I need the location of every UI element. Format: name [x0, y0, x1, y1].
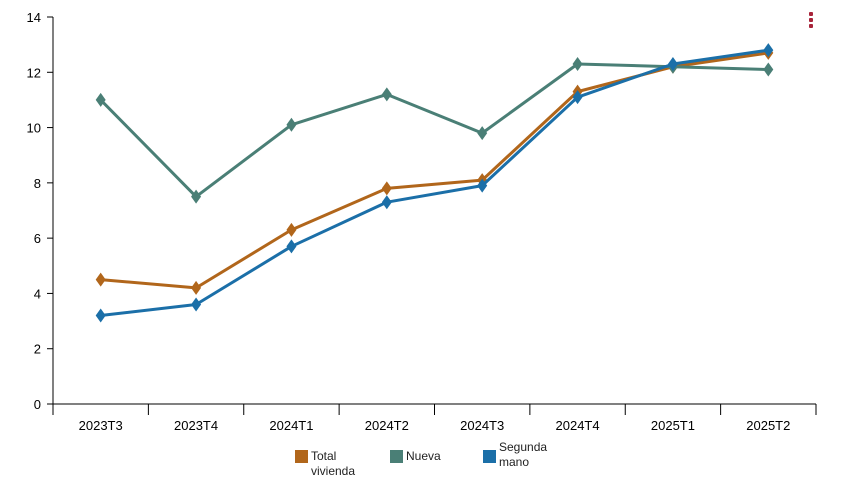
legend-swatch [390, 450, 403, 463]
x-tick-label: 2024T1 [269, 418, 313, 433]
legend-item-total-vivienda[interactable]: Total vivienda [295, 440, 355, 479]
data-point-marker [572, 90, 583, 105]
x-tick-label: 2024T3 [460, 418, 504, 433]
menu-dot [809, 18, 813, 22]
x-tick-label: 2023T4 [174, 418, 218, 433]
chart-menu-icon[interactable] [804, 10, 818, 30]
data-point-marker [572, 56, 583, 71]
y-tick-label: 12 [27, 65, 41, 80]
legend-item-nueva[interactable]: Nueva [390, 440, 441, 464]
x-tick-label: 2024T2 [365, 418, 409, 433]
data-point-marker [95, 308, 106, 323]
data-point-marker [477, 178, 488, 193]
data-point-marker [667, 56, 678, 71]
y-tick-label: 6 [34, 231, 41, 246]
menu-dot [809, 24, 813, 28]
data-point-marker [286, 117, 297, 132]
data-point-marker [191, 297, 202, 312]
data-point-marker [763, 62, 774, 77]
data-point-marker [191, 280, 202, 295]
legend-swatch [483, 450, 496, 463]
data-point-marker [381, 181, 392, 196]
data-point-marker [381, 87, 392, 102]
legend-item-segunda-mano[interactable]: Segunda mano [483, 440, 551, 470]
menu-dot [809, 12, 813, 16]
series-line [100, 48, 769, 318]
axes: 0 2 4 6 8 10 12 14 2023T3 2023T4 2024T1 2024T2 2024T… [27, 10, 817, 433]
series-nueva [95, 56, 774, 204]
data-point-marker [763, 43, 774, 58]
y-tick-label: 8 [34, 176, 41, 191]
y-tick-label: 10 [27, 121, 41, 136]
x-tick-label: 2024T4 [556, 418, 600, 433]
data-point-marker [381, 195, 392, 210]
y-tick-label: 0 [34, 397, 41, 412]
legend-label: Nueva [406, 449, 441, 463]
series-segunda-mano [95, 43, 774, 323]
y-tick-label: 2 [34, 342, 41, 357]
legend-swatch [295, 450, 308, 463]
series-layer [95, 43, 774, 323]
x-tick-label: 2025T2 [746, 418, 790, 433]
data-point-marker [286, 222, 297, 237]
data-point-marker [286, 239, 297, 254]
y-tick-label: 4 [34, 286, 41, 301]
series-total-vivienda [95, 45, 774, 295]
x-tick-label: 2025T1 [651, 418, 695, 433]
x-tick-label: 2023T3 [79, 418, 123, 433]
data-point-marker [191, 189, 202, 204]
data-point-marker [95, 272, 106, 287]
data-point-marker [477, 126, 488, 141]
y-tick-label: 14 [27, 10, 41, 25]
series-line [99, 62, 769, 199]
series-line [100, 51, 769, 290]
legend-label: Segunda mano [499, 440, 548, 469]
data-point-marker [95, 92, 106, 107]
legend-label: Total vivienda [311, 449, 356, 478]
